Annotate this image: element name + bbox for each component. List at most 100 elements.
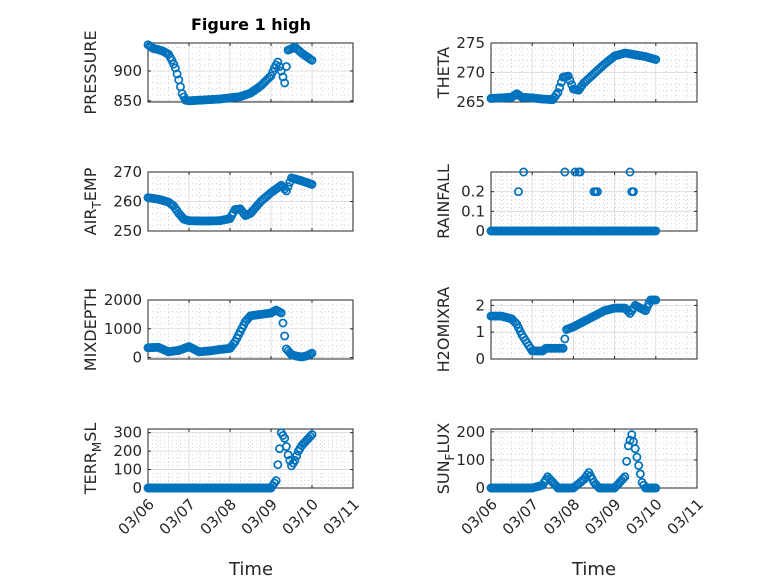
x-tick-label: 03/06 xyxy=(115,495,158,538)
y-tick-label: 0 xyxy=(132,349,142,367)
data-point xyxy=(560,334,570,344)
data-point xyxy=(651,483,661,493)
x-axis-label-right: Time xyxy=(571,559,616,580)
y-tick-label: 0 xyxy=(475,479,485,497)
data-point xyxy=(280,78,290,88)
data-point xyxy=(625,167,635,177)
y-axis-label-subscript: F xyxy=(443,453,457,460)
y-axis-label: THETA xyxy=(434,47,453,99)
data-point xyxy=(635,469,645,479)
y-axis-label: TERRMSL xyxy=(81,423,104,496)
subplot-rainfall: 0 0.10.2 RAINFALL xyxy=(434,164,698,240)
data-point xyxy=(592,187,602,197)
data-point xyxy=(280,433,290,443)
y-axis-label-suffix: SL xyxy=(81,423,100,442)
y-tick-label: 0 xyxy=(475,222,485,240)
subplot-terrmsl: 0100200300TERRMSL03/0603/0703/0803/0903/… xyxy=(81,423,363,539)
data-point xyxy=(305,431,315,441)
data-point xyxy=(622,456,632,466)
x-tick-label: 03/07 xyxy=(499,495,542,538)
y-tick-label: 270 xyxy=(113,163,142,181)
data-point xyxy=(651,226,661,236)
y-axis-label-subscript: M xyxy=(90,442,104,452)
y-axis-label-main: TERR xyxy=(81,452,100,495)
y-axis-label: MIXDEPTH xyxy=(81,288,100,371)
data-point xyxy=(565,75,575,85)
data-point xyxy=(307,179,317,189)
data-point xyxy=(281,62,291,71)
x-tick-label: 03/06 xyxy=(458,495,501,538)
plot-area xyxy=(491,300,697,359)
data-point xyxy=(632,452,642,462)
data-point xyxy=(558,343,568,353)
y-axis-label-main: MIXDEPTH xyxy=(81,288,100,371)
y-tick-label: 0.2 xyxy=(461,183,485,201)
x-tick-label: 03/09 xyxy=(238,495,281,538)
data-point xyxy=(283,182,293,192)
data-point xyxy=(563,71,573,81)
x-tick-label: 03/08 xyxy=(540,495,583,538)
x-tick-label: 03/11 xyxy=(664,495,707,538)
data-point xyxy=(560,167,570,177)
y-axis-label-main: RAINFALL xyxy=(434,164,453,239)
x-tick-label: 03/07 xyxy=(156,495,199,538)
data-point xyxy=(620,472,630,482)
y-tick-label: 2000 xyxy=(104,291,142,309)
subplot-airtemp: 250 260 270 AIRTEMP xyxy=(81,163,354,240)
y-tick-label: 200 xyxy=(456,423,485,441)
plot-area xyxy=(491,172,697,231)
data-point xyxy=(307,55,317,65)
y-tick-label: 260 xyxy=(113,193,142,211)
y-axis-label-main: H2OMIXRA xyxy=(434,287,453,373)
y-tick-label: 900 xyxy=(113,62,142,80)
y-tick-label: 270 xyxy=(456,64,485,82)
y-tick-label: 1 xyxy=(475,323,485,341)
figure-title: Figure 1 high xyxy=(191,15,311,34)
y-axis-label-main: AIR xyxy=(81,209,100,236)
y-axis-label: SUNFLUX xyxy=(434,423,457,495)
data-point xyxy=(618,474,628,484)
subplot-pressure: 850 900 PRESSURE xyxy=(81,30,354,115)
x-tick-label: 03/11 xyxy=(320,495,363,538)
y-axis-label: RAINFALL xyxy=(434,164,453,239)
data-point xyxy=(281,442,291,451)
y-axis-label: H2OMIXRA xyxy=(434,287,453,373)
data-point xyxy=(292,451,302,461)
data-point xyxy=(630,444,640,454)
data-point xyxy=(651,295,661,305)
y-tick-label: 2 xyxy=(475,296,485,314)
data-point xyxy=(307,348,317,358)
y-tick-label: 0.1 xyxy=(461,202,485,220)
data-point xyxy=(281,186,291,196)
x-tick-label: 03/10 xyxy=(622,495,665,538)
y-tick-label: 0 xyxy=(475,350,485,368)
y-tick-label: 200 xyxy=(113,442,142,460)
subplot-sunflux: 0100200SUNFLUX03/0603/0703/0803/0903/100… xyxy=(434,423,707,539)
data-point xyxy=(514,187,523,197)
y-tick-label: 0 xyxy=(132,479,142,497)
y-axis-label-main: PRESSURE xyxy=(81,30,100,114)
y-axis-label: AIRTEMP xyxy=(81,167,104,235)
axes-box xyxy=(147,42,354,103)
axes-box xyxy=(490,299,698,360)
x-tick-label: 03/09 xyxy=(581,495,624,538)
data-point xyxy=(278,318,288,328)
y-axis-label-suffix: EMP xyxy=(81,167,100,201)
data-point xyxy=(570,167,580,177)
subplot-h2omixra: 0 1 2 H2OMIXRA xyxy=(434,287,698,373)
y-tick-label: 100 xyxy=(113,461,142,479)
data-point xyxy=(273,57,283,67)
data-point xyxy=(651,55,661,64)
y-tick-label: 265 xyxy=(456,93,485,111)
data-point xyxy=(634,461,644,470)
data-point xyxy=(273,460,283,470)
y-axis-label-subscript: T xyxy=(90,201,104,210)
data-point xyxy=(290,455,300,465)
data-point xyxy=(519,167,529,177)
plot-area xyxy=(148,429,353,488)
data-point xyxy=(307,430,317,439)
